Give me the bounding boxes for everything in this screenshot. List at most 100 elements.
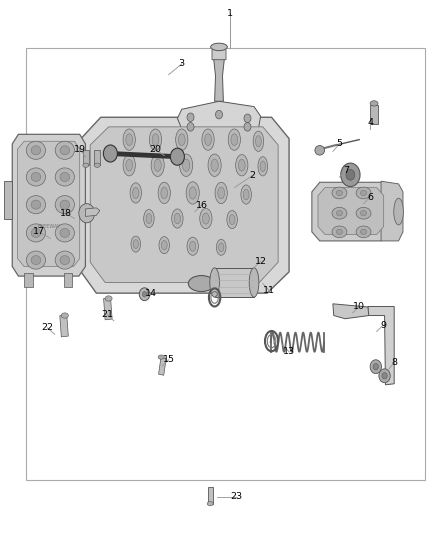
Circle shape (187, 123, 194, 131)
Polygon shape (85, 208, 100, 216)
Ellipse shape (394, 198, 403, 225)
Ellipse shape (360, 229, 367, 235)
Ellipse shape (190, 241, 196, 251)
Ellipse shape (332, 187, 347, 199)
Ellipse shape (31, 200, 41, 209)
Ellipse shape (131, 236, 141, 252)
Ellipse shape (200, 208, 212, 229)
Ellipse shape (241, 185, 251, 204)
Ellipse shape (187, 237, 198, 255)
Ellipse shape (105, 296, 112, 301)
Text: 12: 12 (254, 257, 267, 265)
Ellipse shape (126, 159, 133, 171)
Text: 1: 1 (227, 9, 233, 18)
Circle shape (346, 169, 355, 180)
Text: FREEWAY: FREEWAY (38, 224, 60, 229)
Ellipse shape (202, 213, 209, 224)
Text: 18: 18 (60, 209, 72, 217)
Ellipse shape (253, 131, 264, 151)
Ellipse shape (60, 146, 70, 155)
Text: 20: 20 (149, 145, 162, 154)
Text: 7: 7 (343, 166, 349, 175)
Ellipse shape (207, 502, 213, 506)
Ellipse shape (189, 187, 196, 199)
Ellipse shape (133, 240, 138, 248)
Bar (215, 268, 254, 297)
Ellipse shape (211, 159, 218, 172)
Polygon shape (333, 304, 369, 319)
Ellipse shape (83, 163, 89, 167)
Ellipse shape (336, 190, 343, 196)
Ellipse shape (178, 134, 185, 146)
Ellipse shape (94, 163, 100, 167)
Text: 21: 21 (101, 310, 113, 319)
Polygon shape (90, 127, 278, 282)
Circle shape (373, 364, 378, 370)
Ellipse shape (180, 154, 193, 176)
Ellipse shape (172, 209, 183, 228)
Text: 11: 11 (263, 286, 276, 295)
Ellipse shape (205, 134, 212, 146)
Text: 14: 14 (145, 289, 157, 297)
Polygon shape (213, 48, 225, 101)
Polygon shape (177, 101, 261, 133)
Polygon shape (212, 47, 226, 60)
Circle shape (139, 288, 150, 301)
Ellipse shape (26, 224, 46, 242)
Circle shape (379, 369, 390, 383)
Circle shape (79, 204, 95, 223)
Ellipse shape (229, 215, 235, 224)
Ellipse shape (26, 168, 46, 186)
Ellipse shape (31, 255, 41, 265)
Text: 13: 13 (283, 348, 295, 356)
Ellipse shape (26, 141, 46, 159)
Ellipse shape (26, 196, 46, 214)
Ellipse shape (370, 101, 378, 106)
Ellipse shape (208, 154, 221, 176)
Ellipse shape (243, 189, 249, 200)
Bar (60, 315, 68, 337)
Bar (24, 273, 33, 287)
Bar (370, 105, 378, 124)
Ellipse shape (55, 224, 74, 242)
Ellipse shape (60, 255, 70, 265)
Ellipse shape (210, 268, 219, 297)
Ellipse shape (174, 213, 180, 224)
Ellipse shape (60, 229, 70, 238)
Ellipse shape (218, 187, 225, 199)
Ellipse shape (55, 168, 74, 186)
Ellipse shape (31, 146, 41, 155)
Ellipse shape (55, 251, 74, 269)
Ellipse shape (216, 239, 226, 255)
Ellipse shape (144, 209, 154, 228)
Ellipse shape (215, 182, 227, 204)
Ellipse shape (31, 229, 41, 238)
Polygon shape (81, 117, 289, 293)
Ellipse shape (231, 134, 238, 146)
Circle shape (142, 292, 147, 297)
Circle shape (341, 163, 360, 187)
Text: 2: 2 (249, 172, 255, 180)
Ellipse shape (249, 268, 259, 297)
Ellipse shape (158, 182, 170, 204)
Circle shape (215, 110, 223, 119)
Text: 8: 8 (391, 358, 397, 367)
Ellipse shape (55, 196, 74, 214)
Text: 9: 9 (380, 321, 386, 329)
Ellipse shape (260, 161, 265, 172)
Circle shape (244, 123, 251, 131)
Bar (104, 298, 112, 320)
Ellipse shape (228, 129, 240, 150)
Ellipse shape (186, 182, 199, 204)
Ellipse shape (158, 355, 164, 359)
Ellipse shape (151, 154, 164, 176)
Ellipse shape (336, 229, 343, 235)
Polygon shape (368, 306, 394, 385)
Ellipse shape (133, 188, 139, 198)
Ellipse shape (60, 200, 70, 209)
Ellipse shape (149, 129, 162, 150)
Polygon shape (381, 181, 403, 241)
Ellipse shape (130, 183, 141, 203)
Ellipse shape (176, 129, 188, 150)
Bar (208, 487, 213, 504)
